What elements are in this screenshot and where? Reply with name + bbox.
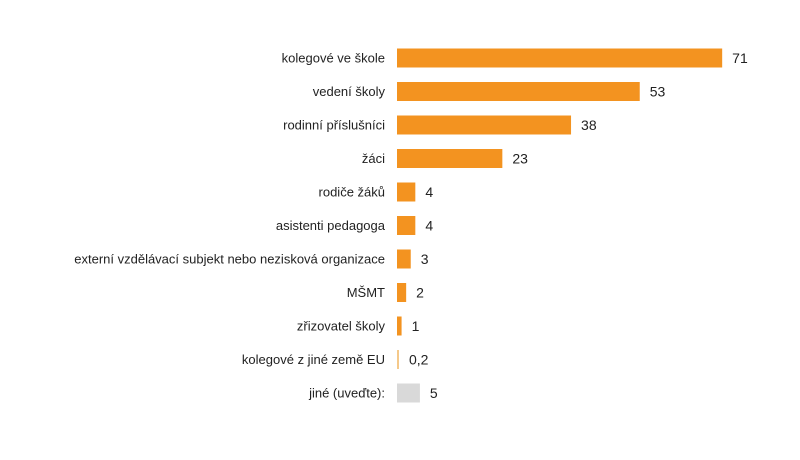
bar	[397, 149, 503, 168]
category-label: zřizovatel školy	[297, 319, 386, 334]
value-label: 4	[425, 218, 433, 234]
bar	[397, 82, 640, 101]
value-label: 23	[512, 151, 528, 167]
bar	[397, 182, 416, 202]
category-label: kolegové ve škole	[282, 51, 385, 66]
value-label: 2	[416, 285, 424, 301]
bar	[397, 216, 416, 235]
bar	[397, 316, 402, 336]
category-label: asistenti pedagoga	[276, 218, 386, 233]
value-label: 1	[412, 318, 420, 334]
category-label: rodiče žáků	[319, 185, 385, 200]
bar	[397, 350, 399, 369]
category-label: vedení školy	[313, 84, 386, 99]
bar	[397, 249, 411, 269]
bar	[397, 283, 407, 302]
value-label: 4	[425, 184, 433, 200]
bar	[397, 383, 420, 403]
category-label: žáci	[362, 151, 385, 166]
value-label: 38	[581, 117, 597, 133]
bar	[397, 48, 723, 68]
value-label: 71	[732, 50, 748, 66]
bar	[397, 115, 572, 135]
category-label: externí vzdělávací subjekt nebo neziskov…	[74, 252, 385, 267]
category-label: jiné (uveďte):	[308, 386, 385, 401]
category-label: kolegové z jiné země EU	[242, 352, 385, 367]
category-label: MŠMT	[347, 285, 385, 300]
category-label: rodinní příslušníci	[283, 118, 385, 133]
value-label: 5	[430, 385, 438, 401]
value-label: 0,2	[409, 352, 429, 368]
value-label: 3	[421, 251, 429, 267]
value-label: 53	[650, 84, 666, 100]
